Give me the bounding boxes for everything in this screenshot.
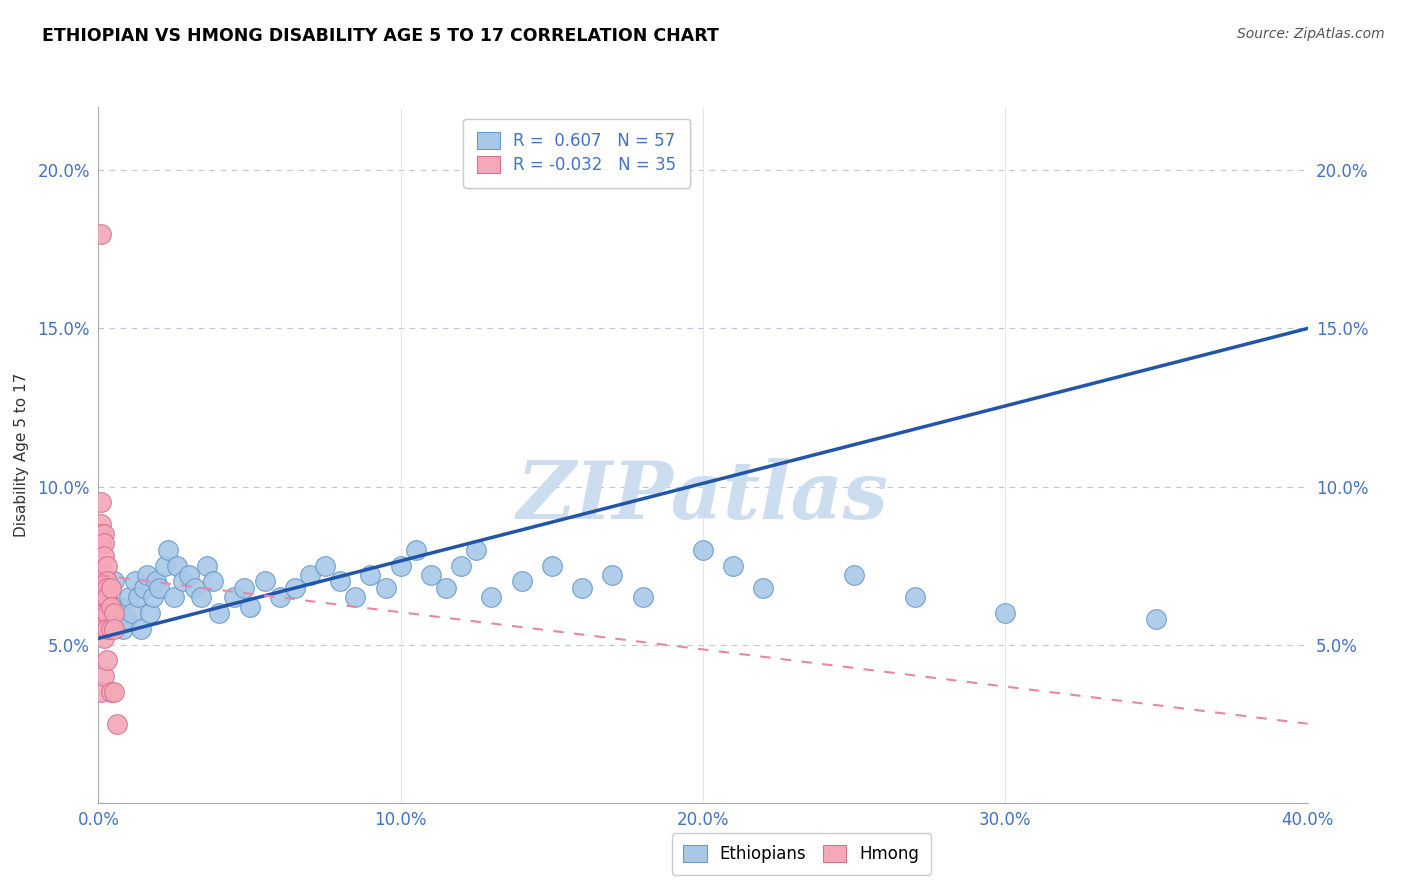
Point xyxy=(540,558,562,573)
Point xyxy=(100,599,122,614)
Point xyxy=(269,591,291,605)
Point xyxy=(148,581,170,595)
Point xyxy=(752,581,775,595)
Point xyxy=(96,622,118,636)
Point xyxy=(93,606,115,620)
Point xyxy=(129,622,152,636)
Point xyxy=(153,558,176,573)
Point xyxy=(93,591,115,605)
Point xyxy=(90,591,112,605)
Point xyxy=(90,227,112,241)
Point xyxy=(723,558,745,573)
Point xyxy=(118,591,141,605)
Point xyxy=(96,581,118,595)
Point xyxy=(156,542,179,557)
Point xyxy=(184,581,207,595)
Point xyxy=(93,527,115,541)
Point xyxy=(465,542,488,557)
Point xyxy=(93,612,115,626)
Point xyxy=(93,632,115,646)
Point xyxy=(994,606,1017,620)
Point xyxy=(100,685,122,699)
Point xyxy=(602,568,624,582)
Point xyxy=(105,716,128,731)
Point xyxy=(299,568,322,582)
Point xyxy=(96,574,118,589)
Point xyxy=(208,606,231,620)
Point xyxy=(135,568,157,582)
Point xyxy=(103,574,125,589)
Point xyxy=(344,591,367,605)
Point xyxy=(90,517,112,532)
Point xyxy=(190,591,212,605)
Point xyxy=(904,591,927,605)
Point xyxy=(96,591,118,605)
Point xyxy=(692,542,714,557)
Point xyxy=(93,622,115,636)
Point xyxy=(90,558,112,573)
Point xyxy=(93,536,115,550)
Point xyxy=(360,568,382,582)
Point xyxy=(132,581,155,595)
Point xyxy=(145,574,167,589)
Point xyxy=(90,536,112,550)
Point xyxy=(232,581,254,595)
Point xyxy=(420,568,443,582)
Point xyxy=(510,574,533,589)
Legend: Ethiopians, Hmong: Ethiopians, Hmong xyxy=(672,833,931,875)
Point xyxy=(93,669,115,683)
Point xyxy=(90,606,112,620)
Point xyxy=(127,591,149,605)
Legend: R =  0.607   N = 57, R = -0.032   N = 35: R = 0.607 N = 57, R = -0.032 N = 35 xyxy=(464,119,690,187)
Point xyxy=(329,574,352,589)
Point xyxy=(111,622,134,636)
Point xyxy=(202,574,225,589)
Point xyxy=(100,622,122,636)
Point xyxy=(93,549,115,563)
Point xyxy=(1144,612,1167,626)
Point xyxy=(90,685,112,699)
Point xyxy=(172,574,194,589)
Point xyxy=(571,581,593,595)
Point xyxy=(314,558,336,573)
Point xyxy=(374,581,396,595)
Point xyxy=(389,558,412,573)
Point xyxy=(631,591,654,605)
Point xyxy=(90,495,112,509)
Text: ZIPatlas: ZIPatlas xyxy=(517,458,889,535)
Point xyxy=(844,568,866,582)
Point xyxy=(114,612,136,626)
Point xyxy=(179,568,201,582)
Point xyxy=(224,591,246,605)
Point xyxy=(239,599,262,614)
Point xyxy=(434,581,457,595)
Point xyxy=(481,591,503,605)
Point xyxy=(253,574,276,589)
Point xyxy=(90,527,112,541)
Point xyxy=(124,574,146,589)
Point xyxy=(166,558,188,573)
Point xyxy=(96,558,118,573)
Point xyxy=(96,606,118,620)
Text: Source: ZipAtlas.com: Source: ZipAtlas.com xyxy=(1237,27,1385,41)
Point xyxy=(93,581,115,595)
Point xyxy=(100,581,122,595)
Text: ETHIOPIAN VS HMONG DISABILITY AGE 5 TO 17 CORRELATION CHART: ETHIOPIAN VS HMONG DISABILITY AGE 5 TO 1… xyxy=(42,27,718,45)
Point xyxy=(405,542,427,557)
Point xyxy=(163,591,186,605)
Point xyxy=(93,568,115,582)
Point xyxy=(195,558,218,573)
Point xyxy=(103,606,125,620)
Point xyxy=(121,606,143,620)
Point xyxy=(142,591,165,605)
Y-axis label: Disability Age 5 to 17: Disability Age 5 to 17 xyxy=(14,373,30,537)
Point xyxy=(96,653,118,667)
Point xyxy=(108,599,131,614)
Point xyxy=(450,558,472,573)
Point xyxy=(103,685,125,699)
Point xyxy=(103,622,125,636)
Point xyxy=(284,581,307,595)
Point xyxy=(139,606,162,620)
